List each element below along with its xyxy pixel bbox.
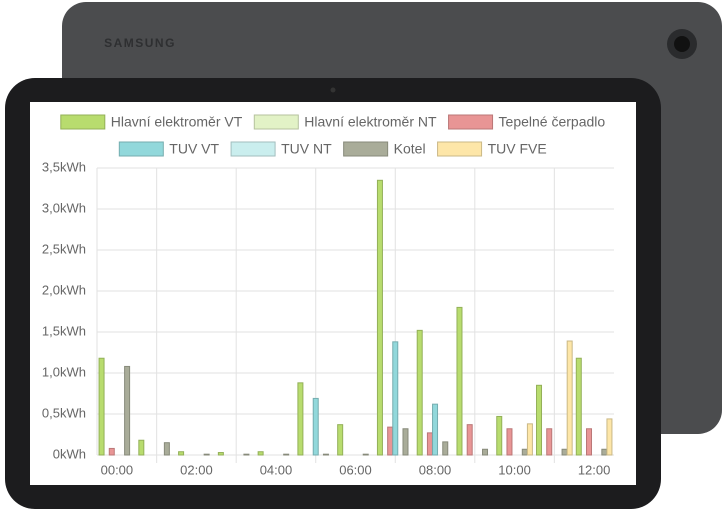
bar bbox=[312, 397, 319, 456]
bar bbox=[601, 448, 608, 456]
bar bbox=[536, 384, 543, 456]
bar bbox=[98, 357, 105, 456]
legend-label: Hlavní elektroměr NT bbox=[304, 114, 437, 130]
bar bbox=[561, 448, 568, 456]
legend-swatch bbox=[343, 141, 389, 157]
y-tick-label: 2,0kWh bbox=[42, 282, 86, 297]
bar bbox=[124, 365, 131, 456]
bar bbox=[426, 432, 433, 456]
legend-swatch bbox=[60, 114, 106, 130]
legend-label: Hlavní elektroměr VT bbox=[111, 114, 243, 130]
x-tick-label: 10:00 bbox=[498, 462, 531, 477]
x-tick-label: 00:00 bbox=[101, 462, 134, 477]
legend-item: Tepelné čerpadlo bbox=[448, 114, 606, 130]
y-tick-label: 1,0kWh bbox=[42, 364, 86, 379]
bar bbox=[496, 415, 503, 456]
camera-lens bbox=[674, 36, 690, 52]
bar bbox=[108, 447, 115, 456]
bar bbox=[217, 452, 224, 456]
bar bbox=[283, 453, 290, 456]
x-tick-label: 06:00 bbox=[339, 462, 372, 477]
bar bbox=[416, 329, 423, 456]
bar bbox=[178, 451, 185, 456]
legend-item: TUV FVE bbox=[437, 141, 547, 157]
bar bbox=[606, 418, 613, 456]
y-tick-label: 2,5kWh bbox=[42, 241, 86, 256]
bar bbox=[456, 306, 463, 456]
bar bbox=[586, 428, 593, 456]
bar bbox=[526, 423, 533, 456]
bar bbox=[521, 448, 528, 456]
legend-label: Tepelné čerpadlo bbox=[499, 114, 606, 130]
bar bbox=[402, 428, 409, 456]
x-tick-label: 08:00 bbox=[419, 462, 452, 477]
legend-swatch bbox=[437, 141, 483, 157]
legend-item: Hlavní elektroměr VT bbox=[60, 114, 243, 130]
legend: Hlavní elektroměr VT Hlavní elektroměr NT… bbox=[60, 114, 606, 157]
bar bbox=[482, 448, 489, 456]
bar bbox=[466, 424, 473, 456]
brand-logo: SAMSUNG bbox=[104, 36, 176, 50]
chart: 0kWh 0,5kWh 1,0kWh 1,5kWh 2,0kWh 2,5kWh 3,0kWh… bbox=[42, 114, 614, 477]
legend-swatch bbox=[118, 141, 164, 157]
y-tick-label: 1,5kWh bbox=[42, 323, 86, 338]
x-tick-label: 12:00 bbox=[578, 462, 611, 477]
bar bbox=[387, 426, 394, 456]
x-tick-label: 02:00 bbox=[180, 462, 213, 477]
bar bbox=[442, 441, 449, 456]
bar bbox=[506, 428, 513, 456]
x-tick-label: 04:00 bbox=[260, 462, 293, 477]
legend-label: TUV VT bbox=[169, 141, 219, 157]
bar bbox=[322, 453, 329, 456]
legend-swatch bbox=[448, 114, 494, 130]
legend-item: Kotel bbox=[343, 141, 426, 157]
bar bbox=[575, 357, 582, 456]
bar bbox=[546, 428, 553, 456]
legend-label: Kotel bbox=[394, 141, 426, 157]
legend-item: Hlavní elektroměr NT bbox=[253, 114, 437, 130]
bar bbox=[376, 179, 383, 456]
y-tick-label: 3,5kWh bbox=[42, 159, 86, 174]
bar bbox=[163, 442, 170, 456]
legend-swatch bbox=[253, 114, 299, 130]
screen bbox=[30, 102, 636, 485]
legend-label: TUV NT bbox=[281, 141, 332, 157]
legend-item: TUV NT bbox=[230, 141, 332, 157]
legend-label: TUV FVE bbox=[488, 141, 547, 157]
bar bbox=[257, 451, 264, 456]
y-tick-label: 0,5kWh bbox=[42, 405, 86, 420]
bar bbox=[362, 453, 369, 456]
bar bbox=[392, 341, 399, 456]
bar bbox=[243, 453, 250, 456]
bar bbox=[566, 340, 573, 456]
y-tick-label: 3,0kWh bbox=[42, 200, 86, 215]
legend-item: TUV VT bbox=[118, 141, 220, 157]
bar bbox=[203, 453, 210, 456]
bar bbox=[297, 382, 304, 456]
legend-swatch bbox=[230, 141, 276, 157]
bar bbox=[432, 403, 439, 456]
front-camera bbox=[330, 87, 336, 93]
bar bbox=[138, 439, 145, 456]
y-tick-label: 0kWh bbox=[53, 446, 86, 461]
bar bbox=[337, 424, 344, 456]
